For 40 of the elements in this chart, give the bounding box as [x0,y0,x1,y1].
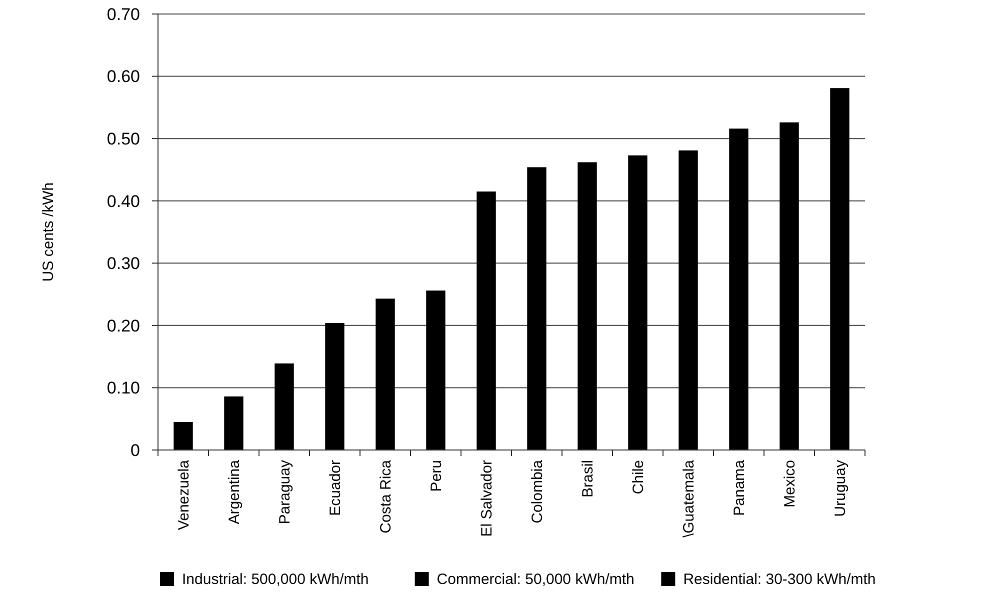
y-tick-label: 0.70 [106,4,140,24]
x-tick-label: Uruguay [832,460,849,517]
x-tick-label: Mexico [782,460,798,508]
y-tick-label: 0.50 [106,130,140,149]
bar [578,162,597,450]
bar [628,155,648,450]
x-tick-label: Brasil [580,460,596,498]
x-tick-label: Argentina [226,459,243,524]
y-tick-label: 0.40 [106,192,140,211]
x-tick-label: Panama [731,459,748,516]
bar [174,422,193,450]
x-tick-label: Colombia [529,459,546,524]
x-tick-label: Ecuador [327,460,344,516]
x-tick-label: Chile [630,460,647,494]
x-tick-label: \Guatemala [680,459,698,538]
bar [476,192,496,450]
y-tick-label: 0.10 [106,378,140,398]
x-tick-label: El Salvador [478,460,496,537]
bar [830,88,850,450]
bar [527,167,546,450]
legend-label: Commercial: 50,000 kWh/mth [436,571,634,588]
bar [376,298,395,450]
bar [426,290,446,450]
legend-label: Industrial: 500,000 kWh/mth [182,571,369,588]
bar [325,322,344,450]
bar [780,122,799,450]
y-tick-label: 0.20 [106,316,140,336]
x-tick-label: Paraguay [276,460,294,524]
legend-label: Residential: 30-300 kWh/mth [683,571,876,588]
x-tick-label: Venezuela [176,459,192,530]
y-tick-label: 0 [130,440,140,460]
bar [729,128,748,450]
y-axis-title: US cents /kWh [40,182,57,282]
y-tick-label: 0.30 [106,254,140,274]
y-tick-label: 0.60 [106,67,140,86]
bar [678,150,698,450]
bar [224,396,244,450]
x-tick-label: Peru [428,460,445,492]
x-tick-label: Costa Rica [378,459,394,534]
bar [274,363,294,450]
